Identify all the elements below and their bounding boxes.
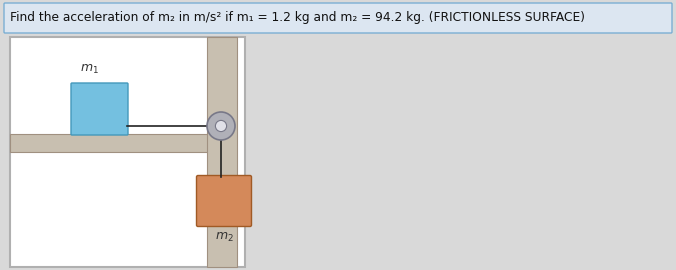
Bar <box>10 37 245 267</box>
Circle shape <box>207 112 235 140</box>
FancyBboxPatch shape <box>71 83 128 135</box>
FancyBboxPatch shape <box>4 3 672 33</box>
Bar <box>10 134 210 152</box>
Text: $m_1$: $m_1$ <box>80 63 99 76</box>
Text: Find the acceleration of m₂ in m/s² if m₁ = 1.2 kg and m₂ = 94.2 kg. (FRICTIONLE: Find the acceleration of m₂ in m/s² if m… <box>10 12 585 25</box>
Text: $m_2$: $m_2$ <box>214 231 233 244</box>
FancyBboxPatch shape <box>197 176 251 227</box>
Bar <box>207 37 237 267</box>
Circle shape <box>216 120 226 131</box>
